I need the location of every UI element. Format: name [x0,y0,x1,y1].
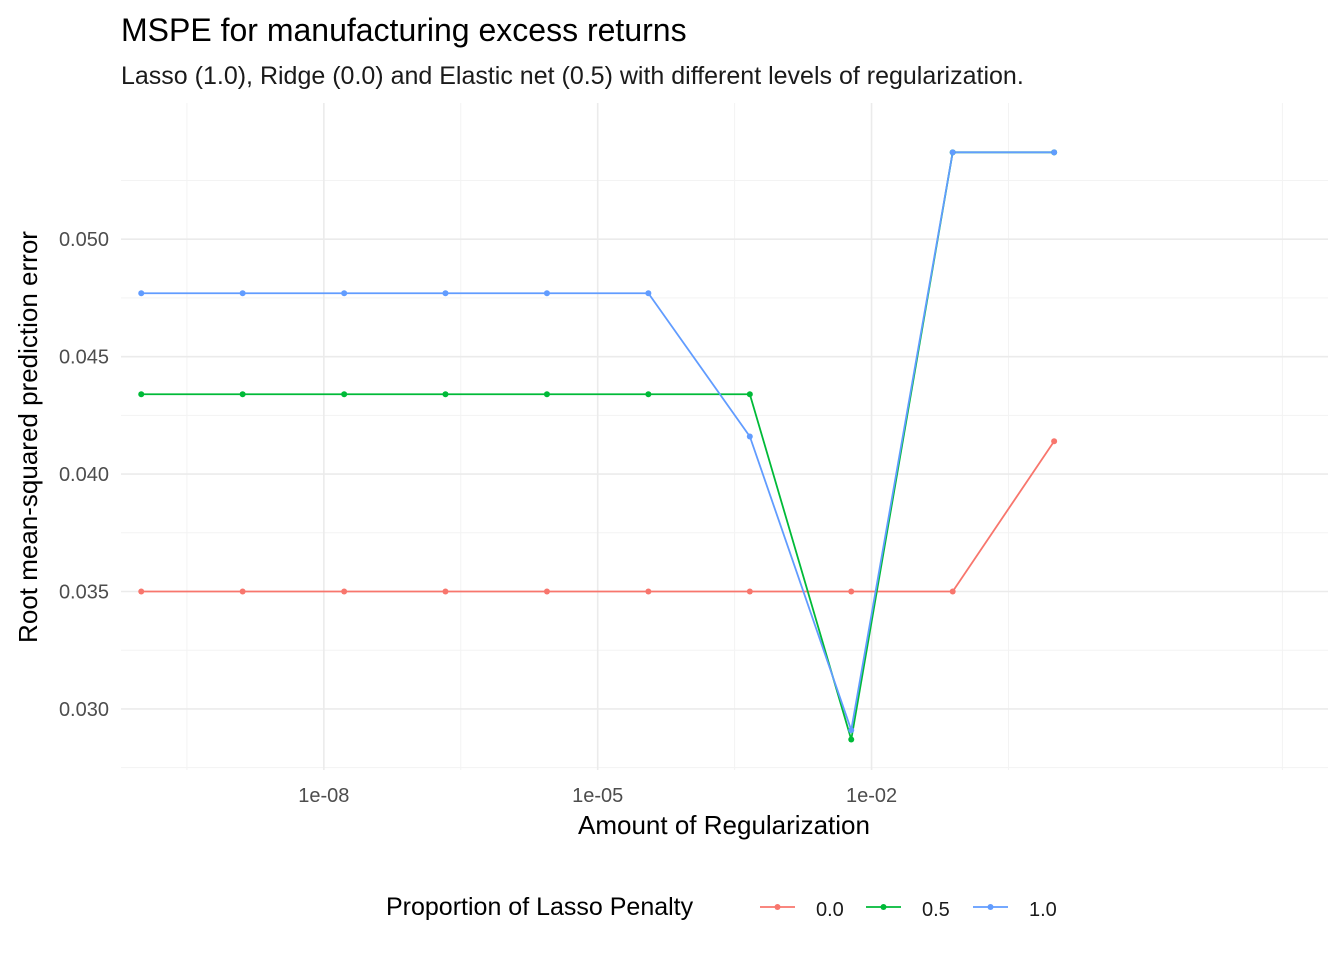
data-point-1-0 [543,290,550,297]
y-tick-label: 0.040 [59,464,109,486]
data-point-0-0 [138,588,145,595]
data-point-0-5 [645,391,652,398]
legend-item-1-0: 1.0 [973,899,1057,921]
y-tick-label: 0.050 [59,229,109,251]
x-axis-ticks: 1e-08 1e-05 1e-02 [298,785,897,807]
x-tick-label: 1e-05 [572,785,623,807]
y-tick-label: 0.030 [59,699,109,721]
data-point-1-0 [138,290,145,297]
y-axis-ticks: 0.030 0.035 0.040 0.045 0.050 [59,229,109,721]
data-point-1-0 [949,149,956,156]
data-point-0-5 [848,736,855,743]
gridlines [121,103,1328,770]
data-point-0-5 [341,391,348,398]
legend-item-0-5: 0.5 [866,899,950,921]
chart-title: MSPE for manufacturing excess returns [121,12,687,48]
legend-key-point-0-5 [880,904,887,910]
legend-label-0-5: 0.5 [922,899,950,921]
data-point-0-0 [848,588,855,595]
data-point-0-0 [239,588,246,595]
legend-key-point-0-0 [774,904,781,910]
data-point-0-0 [341,588,348,595]
x-axis-title: Amount of Regularization [578,810,870,840]
chart-subtitle: Lasso (1.0), Ridge (0.0) and Elastic net… [121,62,1024,90]
series-line-0-0 [141,440,1055,593]
legend-label-1-0: 1.0 [1029,899,1057,921]
data-points [138,149,1058,743]
data-point-0-5 [543,391,550,398]
legend-key-point-1-0 [987,904,994,910]
data-point-0-5 [442,391,449,398]
data-point-0-5 [138,391,145,398]
data-point-0-0 [746,588,753,595]
data-point-0-0 [1051,438,1058,445]
data-point-1-0 [1051,149,1058,156]
y-tick-label: 0.035 [59,582,109,604]
series-lines [141,151,1055,741]
series-line-1-0 [141,151,1055,731]
data-point-1-0 [746,433,753,440]
data-point-1-0 [239,290,246,297]
data-point-1-0 [442,290,449,297]
data-point-1-0 [645,290,652,297]
data-point-0-5 [239,391,246,398]
data-point-0-0 [645,588,652,595]
legend-label-0-0: 0.0 [816,899,844,921]
data-point-0-0 [949,588,956,595]
y-tick-label: 0.045 [59,347,109,369]
x-tick-label: 1e-08 [298,785,349,807]
legend: Proportion of Lasso Penalty 0.0 0.5 1.0 [386,893,1057,921]
y-axis-title: Root mean-squared prediction error [13,231,43,643]
legend-item-0-0: 0.0 [760,899,844,921]
data-point-1-0 [848,727,855,734]
legend-title: Proportion of Lasso Penalty [386,893,694,921]
data-point-0-0 [442,588,449,595]
legend-items: 0.0 0.5 1.0 [760,899,1057,921]
x-tick-label: 1e-02 [846,785,897,807]
data-point-0-5 [746,391,753,398]
data-point-0-0 [543,588,550,595]
data-point-1-0 [341,290,348,297]
